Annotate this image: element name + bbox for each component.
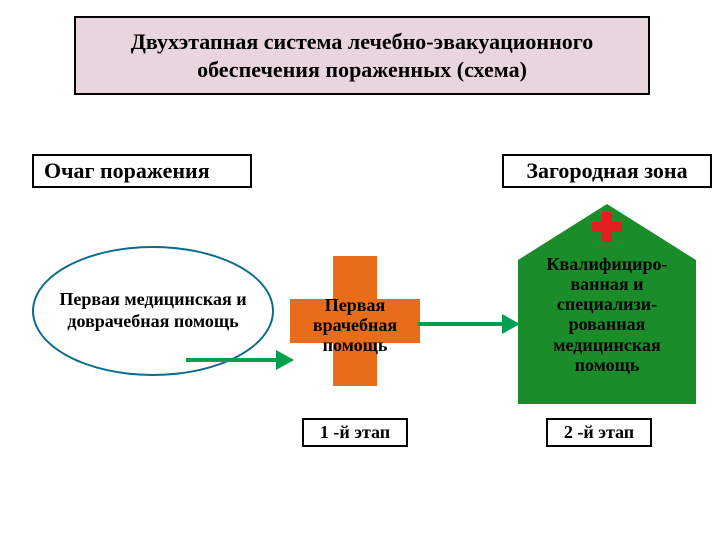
zone-left-text: Очаг поражения — [44, 158, 210, 183]
arrow-1-line — [186, 358, 276, 362]
title-text: Двухэтапная система лечебно-эвакуационно… — [131, 29, 593, 82]
house-shape: Квалифициро- ванная и специализи- рованн… — [518, 204, 696, 404]
first-aid-ellipse: Первая медицинская и доврачебная помощь — [32, 246, 274, 376]
title-box: Двухэтапная система лечебно-эвакуационно… — [74, 16, 650, 95]
ellipse-text: Первая медицинская и доврачебная помощь — [34, 289, 272, 332]
stage-1-label: 1 -й этап — [302, 418, 408, 447]
cross1-text: Первая врачебная помощь — [313, 295, 397, 355]
stage-2-text: 2 -й этап — [564, 422, 634, 442]
zone-left: Очаг поражения — [32, 154, 252, 188]
arrow-2-line — [418, 322, 502, 326]
house-text-wrap: Квалифициро- ванная и специализи- рованн… — [522, 254, 692, 375]
medical-cross-orange: Первая врачебная помощь — [290, 256, 420, 386]
zone-right-text: Загородная зона — [526, 158, 687, 183]
zone-right: Загородная зона — [502, 154, 712, 188]
arrow-1-head — [276, 350, 294, 370]
red-cross-icon — [592, 212, 622, 242]
cross1-text-wrap: Первая врачебная помощь — [290, 296, 420, 355]
stage-1-text: 1 -й этап — [320, 422, 390, 442]
house-text: Квалифициро- ванная и специализи- рованн… — [547, 254, 668, 375]
stage-2-label: 2 -й этап — [546, 418, 652, 447]
arrow-2-head — [502, 314, 520, 334]
